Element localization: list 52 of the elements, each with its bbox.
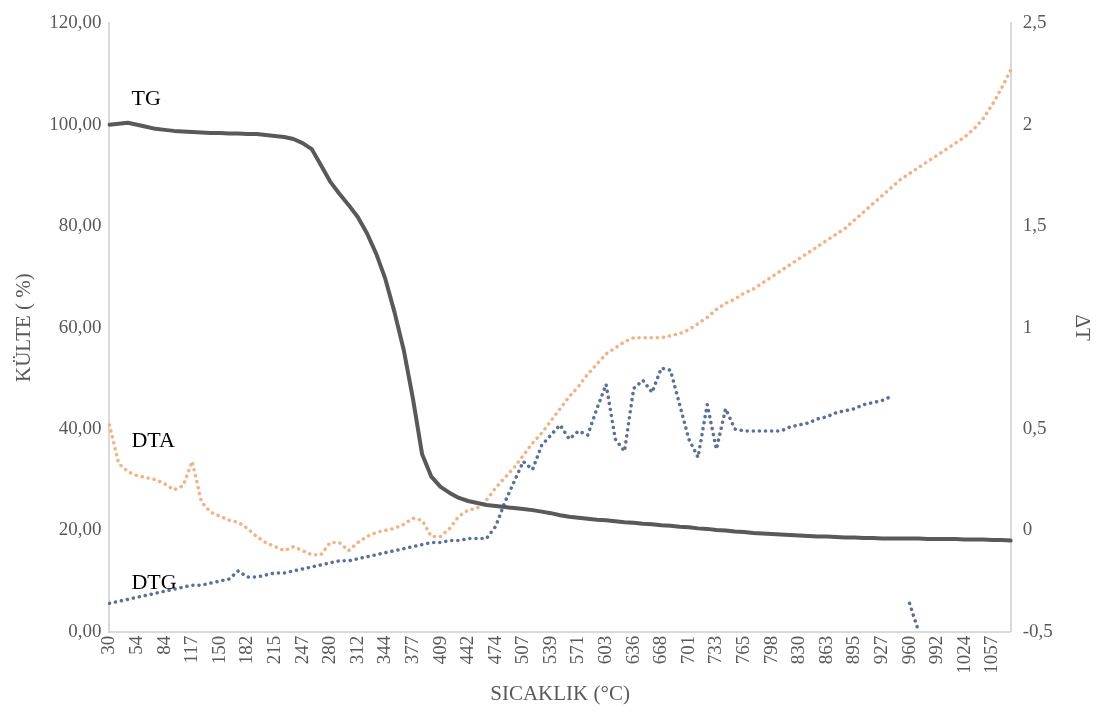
y-tick-label: 120,00 <box>49 11 102 33</box>
y2-tick-label: -0,5 <box>1022 619 1053 641</box>
x-tick-label: 798 <box>759 635 781 665</box>
y2-tick-label: 2 <box>1022 112 1033 134</box>
x-tick-label: 409 <box>428 635 450 665</box>
y2-axis-title: ΔT <box>1070 314 1095 341</box>
x-tick-label: 182 <box>235 635 257 665</box>
y-tick-label: 20,00 <box>58 518 102 540</box>
x-tick-label: 84 <box>152 635 174 655</box>
series-label: DTG <box>131 569 177 595</box>
x-tick-label: 701 <box>676 635 698 665</box>
x-tick-label: 733 <box>704 635 726 665</box>
x-tick-label: 668 <box>649 635 671 665</box>
x-tick-label: 603 <box>594 635 616 665</box>
x-tick-label: 150 <box>207 635 229 665</box>
x-tick-label: 636 <box>621 635 643 665</box>
x-tick-label: 474 <box>483 635 505 665</box>
series-label: DTA <box>131 426 176 452</box>
y-tick-label: 100,00 <box>49 112 102 134</box>
series-label: TG <box>131 84 161 110</box>
y-tick-label: 0,00 <box>68 619 102 641</box>
x-tick-label: 992 <box>925 635 947 665</box>
x-tick-label: 215 <box>262 635 284 665</box>
x-tick-label: 895 <box>842 635 864 665</box>
x-tick-label: 280 <box>318 635 340 665</box>
y-tick-label: 60,00 <box>58 315 102 337</box>
y2-tick-label: 1,5 <box>1022 214 1047 236</box>
x-tick-label: 54 <box>125 635 147 655</box>
y-tick-label: 40,00 <box>58 416 102 438</box>
x-tick-label: 765 <box>732 635 753 665</box>
x-tick-label: 117 <box>180 635 202 664</box>
x-tick-label: 539 <box>538 635 560 665</box>
y2-tick-label: 0,5 <box>1022 416 1047 438</box>
y2-tick-label: 0 <box>1022 518 1033 540</box>
x-tick-label: 1057 <box>980 635 1002 674</box>
x-tick-label: 247 <box>290 635 312 665</box>
y-tick-label: 80,00 <box>58 214 102 236</box>
x-tick-label: 507 <box>511 635 533 665</box>
y2-tick-label: 1 <box>1022 315 1033 337</box>
x-tick-label: 960 <box>897 635 919 665</box>
x-tick-label: 312 <box>345 635 367 665</box>
x-tick-label: 377 <box>400 635 422 665</box>
y-axis-title: KÜLTE ( %) <box>11 273 36 383</box>
y2-tick-label: 2,5 <box>1022 11 1047 33</box>
x-tick-label: 830 <box>787 635 809 665</box>
x-tick-label: 863 <box>814 635 836 665</box>
x-tick-label: 927 <box>869 635 891 665</box>
x-tick-label: 1024 <box>952 635 974 674</box>
x-tick-label: 442 <box>456 635 478 665</box>
x-tick-label: 571 <box>566 635 588 665</box>
x-tick-label: 344 <box>373 635 395 665</box>
x-axis-title: SICAKLIK (°C) <box>490 680 630 705</box>
